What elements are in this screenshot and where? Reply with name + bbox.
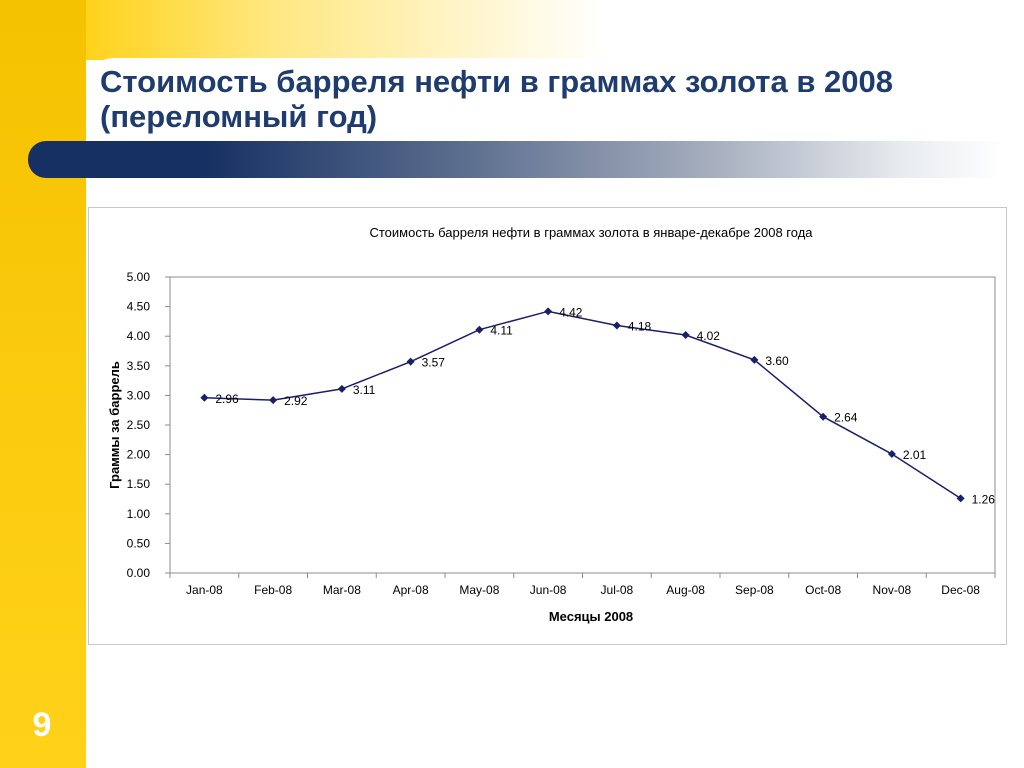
data-point-marker: [681, 331, 690, 340]
data-point-marker: [956, 494, 965, 503]
chart-title: Стоимость барреля нефти в граммах золота…: [369, 225, 813, 240]
data-label: 2.96: [215, 392, 239, 406]
data-point-marker: [887, 450, 896, 459]
chart-frame: Стоимость барреля нефти в граммах золота…: [88, 207, 1007, 645]
data-label: 2.01: [903, 448, 927, 462]
x-tick-label: Jun-08: [530, 583, 567, 597]
data-point-marker: [544, 307, 553, 316]
data-point-marker: [819, 412, 828, 421]
data-label: 3.57: [422, 356, 446, 370]
data-label: 4.02: [697, 329, 721, 343]
left-accent-bar: [0, 0, 86, 768]
data-point-marker: [269, 396, 278, 405]
slide-title: Стоимость барреля нефти в граммах золота…: [100, 64, 893, 134]
plot-area: [169, 276, 996, 574]
y-tick-label: 5.00: [127, 270, 151, 284]
y-tick-label: 0.50: [127, 536, 151, 550]
x-tick-label: Jan-08: [186, 583, 223, 597]
data-label: 3.60: [765, 354, 789, 368]
data-point-marker: [200, 393, 209, 402]
y-tick-label: 4.00: [127, 329, 151, 343]
y-tick-label: 0.00: [127, 566, 151, 580]
title-underline-bar: [28, 141, 1004, 178]
data-point-marker: [337, 384, 346, 393]
y-tick-label: 3.00: [127, 388, 151, 402]
data-label: 4.42: [559, 305, 583, 319]
title-panel: [86, 58, 1024, 142]
x-tick-label: Nov-08: [873, 583, 912, 597]
data-label: 4.18: [628, 320, 652, 334]
x-axis-title: Месяцы 2008: [549, 609, 633, 624]
x-tick-label: Aug-08: [666, 583, 705, 597]
x-tick-label: Apr-08: [393, 583, 429, 597]
data-point-marker: [612, 321, 621, 330]
data-label: 2.92: [284, 394, 308, 408]
top-accent-fade: [86, 0, 606, 60]
data-point-marker: [750, 355, 759, 364]
y-tick-label: 1.50: [127, 477, 151, 491]
x-tick-label: May-08: [459, 583, 499, 597]
data-label: 3.11: [353, 383, 376, 397]
y-axis-title: Граммы за баррель: [107, 361, 122, 489]
y-tick-label: 2.50: [127, 418, 151, 432]
data-label: 1.26: [972, 492, 996, 506]
line-chart: Стоимость барреля нефти в граммах золота…: [107, 225, 996, 624]
y-tick-label: 3.50: [127, 359, 151, 373]
data-point-marker: [406, 357, 415, 366]
y-tick-label: 1.00: [127, 507, 151, 521]
y-axis: 0.00 0.50 1.00 1.50 2.00 2.50 3.00 3.50 4.00 4.50…: [127, 270, 170, 580]
y-tick-label: 4.50: [127, 300, 151, 314]
data-point-marker: [475, 325, 484, 334]
data-label: 4.11: [490, 324, 513, 338]
x-tick-label: Feb-08: [254, 583, 292, 597]
y-tick-label: 2.00: [127, 448, 151, 462]
page-number: 9: [32, 706, 52, 744]
x-axis: Jan-08 Feb-08 Mar-08 Apr-08 May-08 Jun-08 Jul-…: [169, 573, 996, 597]
series-line: [204, 310, 962, 500]
x-tick-label: Sep-08: [735, 583, 774, 597]
data-series: 2.96 2.92 3.11 3.57 4.11 4.42 4.18 4.02 3.60 2.64…: [200, 305, 995, 506]
x-tick-label: Jul-08: [601, 583, 634, 597]
data-label: 2.64: [834, 411, 858, 425]
x-tick-label: Dec-08: [941, 583, 980, 597]
x-tick-label: Oct-08: [805, 583, 841, 597]
x-tick-label: Mar-08: [323, 583, 361, 597]
